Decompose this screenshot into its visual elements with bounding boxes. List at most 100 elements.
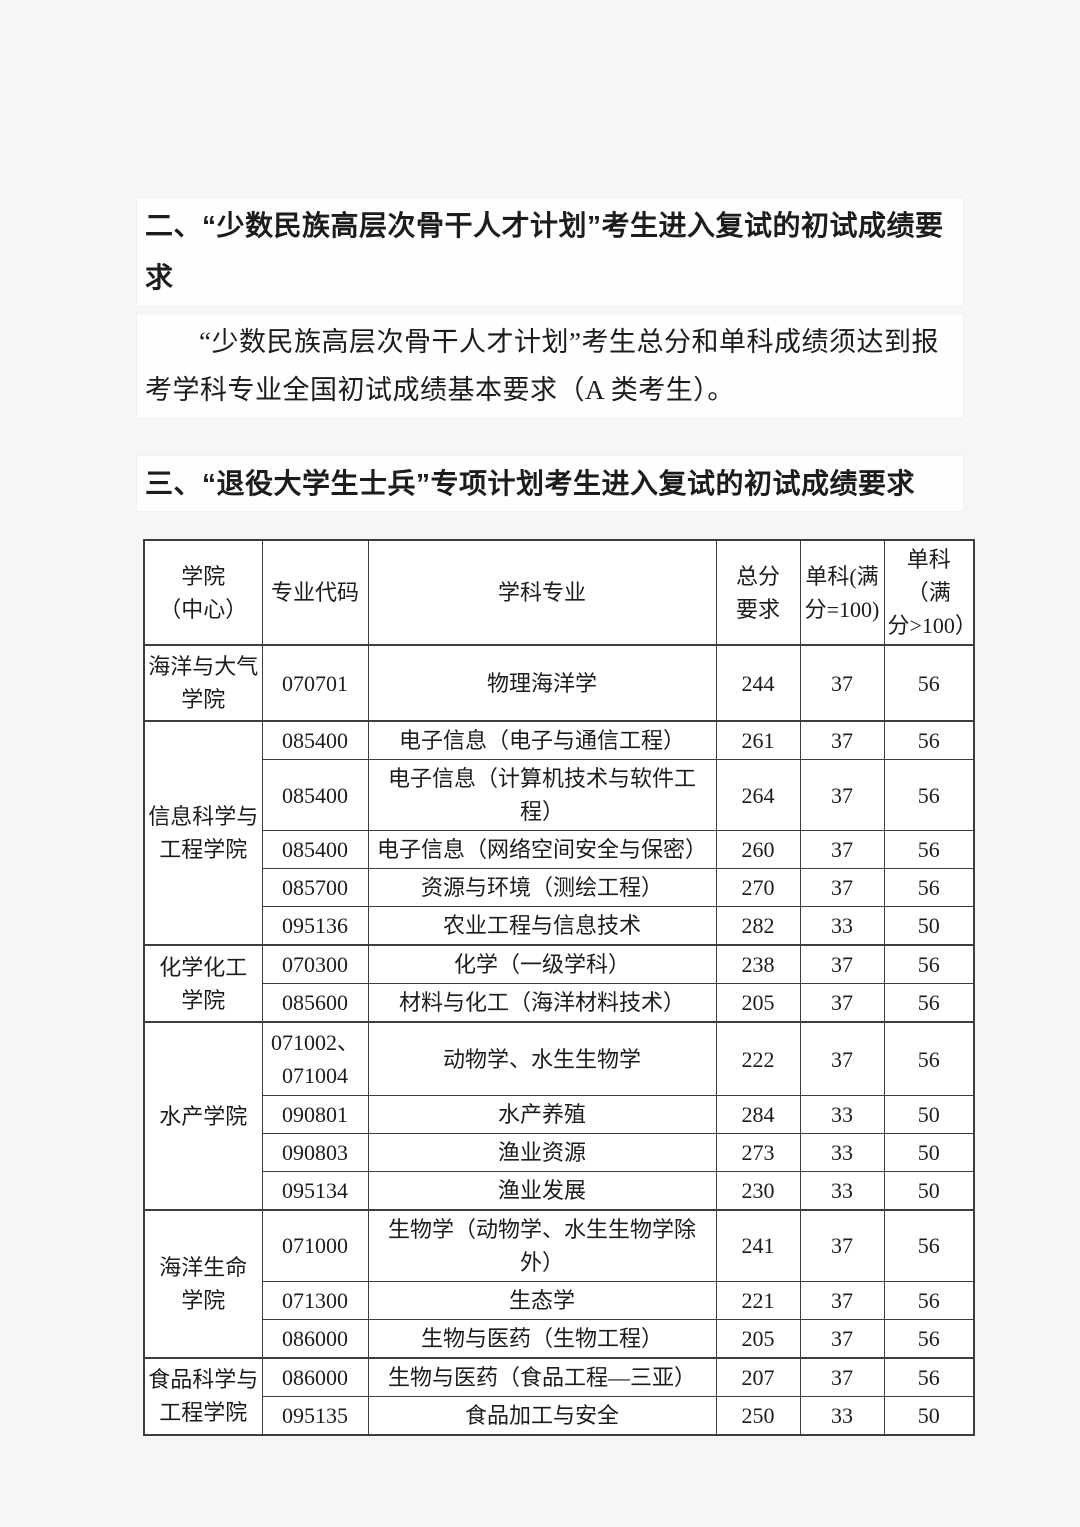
code-cell: 070701 — [261, 644, 369, 722]
code-cell: 095134 — [261, 1170, 369, 1211]
score-requirements-table: 学院 （中心） 专业代码 学科专业 总分 要求 单科(满 分=100) 单科（满… — [143, 539, 975, 1436]
college-cell: 食品科学与 工程学院 — [143, 1356, 263, 1436]
code-cell: 090803 — [261, 1132, 369, 1172]
total-cell: 261 — [715, 720, 801, 761]
table-row: 化学化工 学院 070300 化学（一级学科） 238 37 56 — [143, 944, 975, 1023]
table-row: 071300 生态学 221 37 56 — [144, 1280, 975, 1320]
table-row: 海洋与大气 学院 070701 物理海洋学 244 37 56 — [143, 644, 975, 722]
single-over-100-cell: 56 — [883, 1318, 975, 1359]
college-cell: 海洋与大气 学院 — [143, 644, 263, 722]
code-cell: 085700 — [261, 868, 369, 908]
single-over-100-cell: 56 — [883, 983, 975, 1023]
single-100-cell: 37 — [799, 830, 885, 870]
total-cell: 273 — [715, 1132, 801, 1172]
single-100-cell: 33 — [799, 1170, 885, 1211]
header-college: 学院 （中心） — [143, 539, 263, 646]
subject-cell: 渔业资源 — [367, 1132, 717, 1172]
single-over-100-cell: 56 — [883, 944, 975, 985]
subject-cell: 化学（一级学科） — [367, 944, 717, 985]
single-100-cell: 33 — [799, 1094, 885, 1134]
single-100-cell: 33 — [799, 906, 885, 946]
subject-cell: 食品加工与安全 — [367, 1395, 717, 1436]
total-cell: 241 — [715, 1208, 801, 1282]
single-100-cell: 37 — [799, 1208, 885, 1282]
single-over-100-cell: 56 — [883, 1280, 975, 1320]
table-row: 水产学院 071002、 071004 动物学、水生生物学 222 37 56 — [143, 1021, 975, 1211]
college-cell: 海洋生命 学院 — [143, 1208, 263, 1359]
single-over-100-cell: 56 — [883, 720, 975, 761]
code-cell: 090801 — [261, 1094, 369, 1134]
single-100-cell: 37 — [799, 759, 885, 832]
total-cell: 270 — [715, 868, 801, 908]
code-cell: 085400 — [261, 830, 369, 870]
total-cell: 284 — [715, 1094, 801, 1134]
single-100-cell: 37 — [799, 720, 885, 761]
single-100-cell: 37 — [799, 1318, 885, 1359]
subject-cell: 生物与医药（生物工程） — [367, 1318, 717, 1359]
header-code: 专业代码 — [261, 539, 369, 646]
document-body: 二、“少数民族高层次骨干人才计划”考生进入复试的初试成绩要求 “少数民族高层次骨… — [137, 198, 975, 1436]
section3-heading: 三、“退役大学生士兵”专项计划考生进入复试的初试成绩要求 — [137, 455, 963, 512]
code-cell: 095135 — [261, 1395, 369, 1436]
single-over-100-cell: 56 — [883, 868, 975, 908]
subject-cell: 电子信息（计算机技术与软件工程） — [367, 759, 717, 832]
single-over-100-cell: 50 — [883, 1170, 975, 1211]
section2-paragraph: “少数民族高层次骨干人才计划”考生总分和单科成绩须达到报考学科专业全国初试成绩基… — [137, 313, 963, 418]
table-row: 085700 资源与环境（测绘工程） 270 37 56 — [144, 868, 975, 908]
code-cell: 085400 — [261, 759, 369, 832]
header-subject: 学科专业 — [367, 539, 717, 646]
total-cell: 205 — [715, 1318, 801, 1359]
table-row: 食品科学与 工程学院 086000 生物与医药（食品工程—三亚） 207 37 … — [143, 1356, 975, 1436]
table-row: 085600 材料与化工（海洋材料技术） 205 37 56 — [144, 983, 975, 1023]
table-row: 086000 生物与医药（生物工程） 205 37 56 — [144, 1318, 975, 1359]
college-cell: 化学化工 学院 — [143, 944, 263, 1023]
total-cell: 238 — [715, 944, 801, 985]
table-row: 095134 渔业发展 230 33 50 — [144, 1170, 975, 1211]
single-over-100-cell: 50 — [883, 906, 975, 946]
total-cell: 230 — [715, 1170, 801, 1211]
code-cell: 071300 — [261, 1280, 369, 1320]
header-total: 总分 要求 — [715, 539, 801, 646]
table-row: 095136 农业工程与信息技术 282 33 50 — [144, 906, 975, 946]
single-over-100-cell: 50 — [883, 1094, 975, 1134]
total-cell: 221 — [715, 1280, 801, 1320]
code-cell: 085400 — [261, 720, 369, 761]
single-100-cell: 37 — [799, 1280, 885, 1320]
table-row: 095135 食品加工与安全 250 33 50 — [144, 1395, 975, 1436]
table-row: 信息科学与 工程学院 085400 电子信息（电子与通信工程） 261 37 5… — [143, 720, 975, 946]
single-100-cell: 37 — [799, 644, 885, 722]
header-single-over-100: 单科（满 分>100） — [883, 539, 975, 646]
subject-cell: 电子信息（网络空间安全与保密） — [367, 830, 717, 870]
college-cell: 水产学院 — [143, 1021, 263, 1211]
single-100-cell: 37 — [799, 983, 885, 1023]
subject-cell: 渔业发展 — [367, 1170, 717, 1211]
section2-heading: 二、“少数民族高层次骨干人才计划”考生进入复试的初试成绩要求 — [137, 198, 963, 306]
single-100-cell: 37 — [799, 944, 885, 985]
code-cell: 095136 — [261, 906, 369, 946]
subject-cell: 生物与医药（食品工程—三亚） — [367, 1356, 717, 1397]
total-cell: 222 — [715, 1021, 801, 1096]
code-cell: 070300 — [261, 944, 369, 985]
subject-cell: 电子信息（电子与通信工程） — [367, 720, 717, 761]
single-over-100-cell: 56 — [883, 830, 975, 870]
table-row: 090801 水产养殖 284 33 50 — [144, 1094, 975, 1134]
code-cell: 071002、 071004 — [261, 1021, 369, 1096]
subject-cell: 生态学 — [367, 1280, 717, 1320]
single-over-100-cell: 56 — [883, 1208, 975, 1282]
table-row: 085400 电子信息（网络空间安全与保密） 260 37 56 — [144, 830, 975, 870]
code-cell: 071000 — [261, 1208, 369, 1282]
code-cell: 085600 — [261, 983, 369, 1023]
single-100-cell: 33 — [799, 1132, 885, 1172]
subject-cell: 水产养殖 — [367, 1094, 717, 1134]
code-cell: 086000 — [261, 1356, 369, 1397]
single-over-100-cell: 56 — [883, 759, 975, 832]
code-cell: 086000 — [261, 1318, 369, 1359]
subject-cell: 农业工程与信息技术 — [367, 906, 717, 946]
single-100-cell: 37 — [799, 1021, 885, 1096]
table-row: 085400 电子信息（计算机技术与软件工程） 264 37 56 — [144, 759, 975, 832]
subject-cell: 材料与化工（海洋材料技术） — [367, 983, 717, 1023]
single-over-100-cell: 50 — [883, 1132, 975, 1172]
table-row: 海洋生命 学院 071000 生物学（动物学、水生生物学除外） 241 37 5… — [143, 1208, 975, 1359]
total-cell: 207 — [715, 1356, 801, 1397]
total-cell: 244 — [715, 644, 801, 722]
